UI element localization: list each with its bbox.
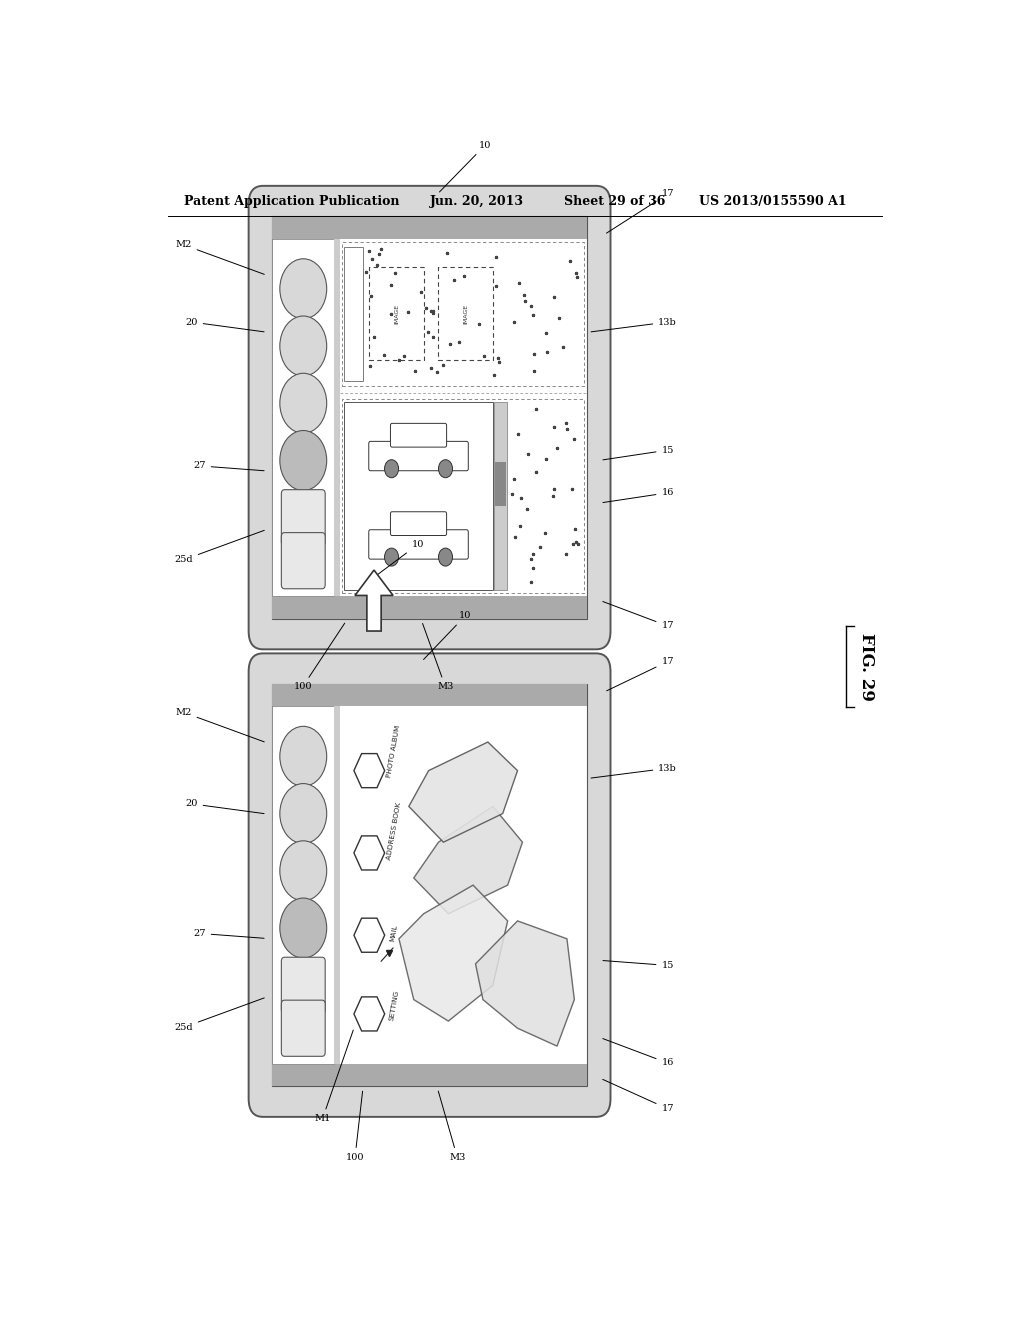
Bar: [272, 216, 587, 619]
Text: Sheet 29 of 36: Sheet 29 of 36: [564, 194, 666, 207]
Text: PHOTO ALBUM: PHOTO ALBUM: [386, 725, 401, 777]
Text: Patent Application Publication: Patent Application Publication: [183, 194, 399, 207]
FancyBboxPatch shape: [282, 957, 326, 1014]
Text: 100: 100: [346, 1092, 365, 1162]
Text: 16: 16: [603, 1039, 674, 1068]
Text: M2: M2: [175, 708, 264, 742]
Bar: [495, 401, 507, 590]
Polygon shape: [409, 742, 517, 842]
FancyBboxPatch shape: [249, 186, 610, 649]
Circle shape: [280, 726, 327, 787]
Polygon shape: [399, 886, 508, 1022]
FancyBboxPatch shape: [282, 532, 326, 589]
FancyBboxPatch shape: [282, 1001, 326, 1056]
FancyBboxPatch shape: [369, 441, 468, 471]
Bar: [272, 1064, 587, 1086]
Text: 17: 17: [606, 190, 674, 234]
Text: MAIL: MAIL: [389, 924, 398, 942]
Text: 17: 17: [603, 1080, 674, 1113]
Bar: [272, 239, 334, 597]
Text: 13b: 13b: [591, 318, 677, 331]
FancyBboxPatch shape: [390, 512, 446, 536]
Bar: [344, 247, 364, 381]
Circle shape: [438, 459, 453, 478]
Polygon shape: [354, 754, 385, 788]
Text: 17: 17: [603, 602, 674, 631]
Text: 10: 10: [373, 540, 424, 578]
Bar: [342, 399, 585, 594]
FancyBboxPatch shape: [390, 424, 446, 447]
Bar: [342, 242, 585, 385]
Bar: [272, 684, 587, 1086]
Text: 27: 27: [194, 929, 264, 939]
Text: Jun. 20, 2013: Jun. 20, 2013: [430, 194, 523, 207]
Text: IMAGE: IMAGE: [394, 304, 399, 323]
Circle shape: [280, 784, 327, 843]
Text: ADDRESS BOOK: ADDRESS BOOK: [386, 801, 402, 861]
Text: US 2013/0155590 A1: US 2013/0155590 A1: [699, 194, 847, 207]
Circle shape: [385, 459, 398, 478]
Bar: [272, 597, 587, 619]
Polygon shape: [354, 919, 385, 952]
Polygon shape: [475, 921, 574, 1047]
Circle shape: [280, 841, 327, 900]
Text: M1: M1: [314, 1030, 353, 1123]
Text: FIG. 29: FIG. 29: [857, 632, 874, 701]
Circle shape: [385, 548, 398, 566]
Text: 17: 17: [606, 657, 674, 690]
Polygon shape: [354, 836, 385, 870]
Circle shape: [280, 259, 327, 319]
Circle shape: [280, 315, 327, 376]
Text: M3: M3: [438, 1092, 466, 1162]
Text: 15: 15: [603, 961, 674, 970]
Circle shape: [438, 548, 453, 566]
Text: 25d: 25d: [174, 998, 264, 1032]
Text: 27: 27: [194, 462, 264, 471]
Text: 100: 100: [293, 623, 345, 692]
Bar: [334, 706, 340, 1064]
Bar: [334, 239, 340, 597]
FancyBboxPatch shape: [369, 529, 468, 560]
Polygon shape: [414, 807, 522, 913]
Circle shape: [280, 430, 327, 491]
Polygon shape: [354, 997, 385, 1031]
Text: 13b: 13b: [591, 764, 677, 777]
Bar: [272, 684, 587, 706]
Circle shape: [280, 898, 327, 958]
Text: 25d: 25d: [174, 531, 264, 565]
Bar: [438, 267, 493, 360]
Bar: [370, 267, 424, 360]
Text: M2: M2: [175, 240, 264, 275]
Bar: [495, 462, 506, 506]
Bar: [344, 401, 493, 590]
Bar: [272, 706, 334, 1064]
Text: 20: 20: [185, 800, 264, 813]
Text: IMAGE: IMAGE: [463, 304, 468, 323]
FancyBboxPatch shape: [282, 490, 326, 546]
Text: M3: M3: [423, 623, 454, 692]
Text: SETTING: SETTING: [388, 990, 399, 1022]
Circle shape: [280, 374, 327, 433]
Bar: [272, 216, 587, 239]
Text: 10: 10: [439, 141, 492, 191]
Text: 16: 16: [603, 488, 674, 503]
FancyBboxPatch shape: [249, 653, 610, 1117]
Text: 20: 20: [185, 318, 264, 331]
Text: 10: 10: [424, 611, 471, 660]
FancyArrow shape: [355, 570, 393, 631]
Text: 15: 15: [603, 446, 674, 459]
